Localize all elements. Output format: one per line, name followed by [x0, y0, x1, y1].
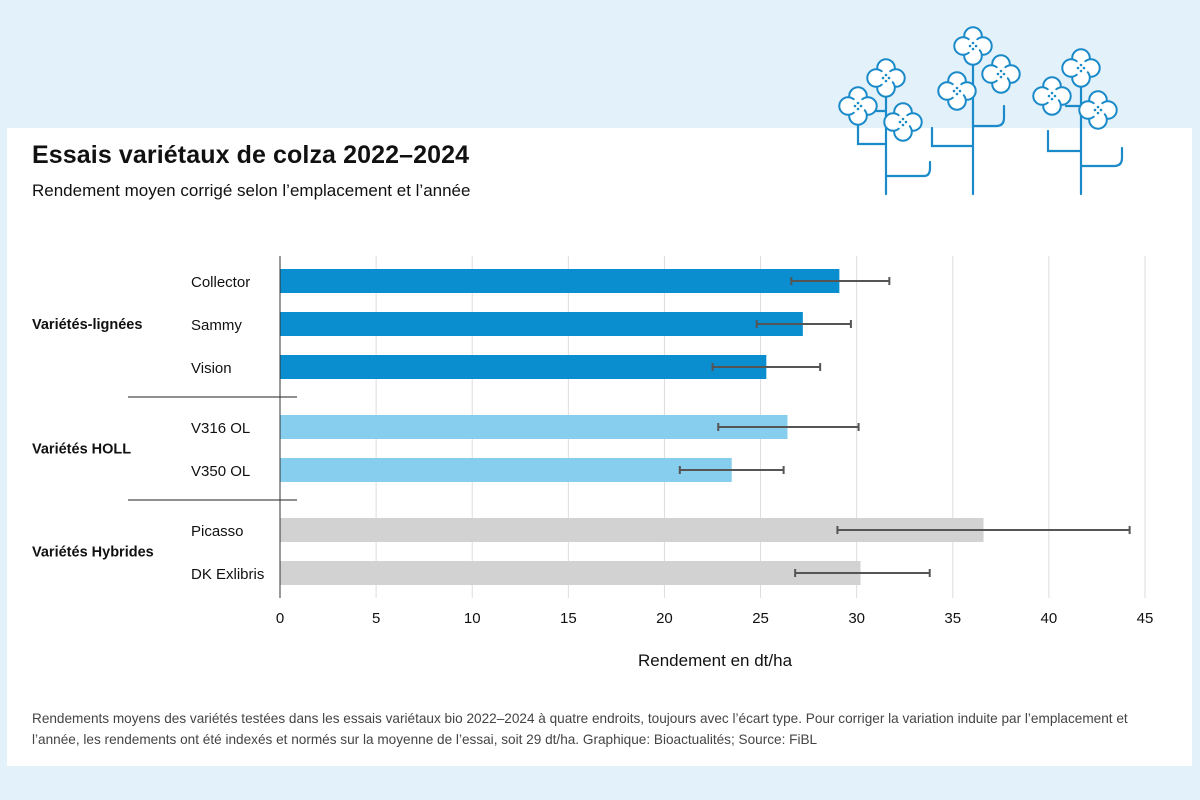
chart-card [7, 128, 1192, 766]
x-tick-label: 15 [560, 610, 577, 627]
category-label: V316 OL [191, 420, 250, 437]
bar [280, 355, 767, 379]
x-tick-label: 25 [752, 610, 769, 627]
category-label: Vision [191, 360, 232, 377]
x-tick-label: 0 [276, 610, 284, 627]
rapeseed-flowers-icon [838, 26, 1124, 196]
x-tick-label: 10 [464, 610, 481, 627]
bar [280, 415, 788, 439]
bar [280, 312, 803, 336]
chart-footnote: Rendements moyens des variétés testées d… [32, 711, 1128, 747]
x-axis-label: Rendement en dt/ha [638, 651, 793, 670]
category-label: Collector [191, 274, 250, 291]
group-label: Variétés HOLL [32, 442, 131, 458]
chart-title: Essais variétaux de colza 2022–2024 [32, 141, 470, 169]
x-tick-label: 20 [656, 610, 673, 627]
bar [280, 561, 861, 585]
x-tick-label: 45 [1137, 610, 1154, 627]
group-label: Variétés Hybrides [32, 545, 154, 561]
bar [280, 458, 732, 482]
x-tick-label: 30 [848, 610, 865, 627]
chart-subtitle: Rendement moyen corrigé selon l’emplacem… [32, 181, 471, 200]
category-label: DK Exlibris [191, 566, 264, 583]
group-label: Variétés-lignées [32, 317, 142, 333]
category-label: Picasso [191, 523, 244, 540]
x-tick-label: 35 [944, 610, 961, 627]
x-tick-label: 40 [1041, 610, 1058, 627]
bar-chart: Collector Sammy Vision V316 OL V350 OL Picass… [32, 256, 1154, 670]
x-tick-label: 5 [372, 610, 380, 627]
category-label: V350 OL [191, 463, 250, 480]
category-label: Sammy [191, 317, 242, 334]
bar [280, 269, 840, 293]
